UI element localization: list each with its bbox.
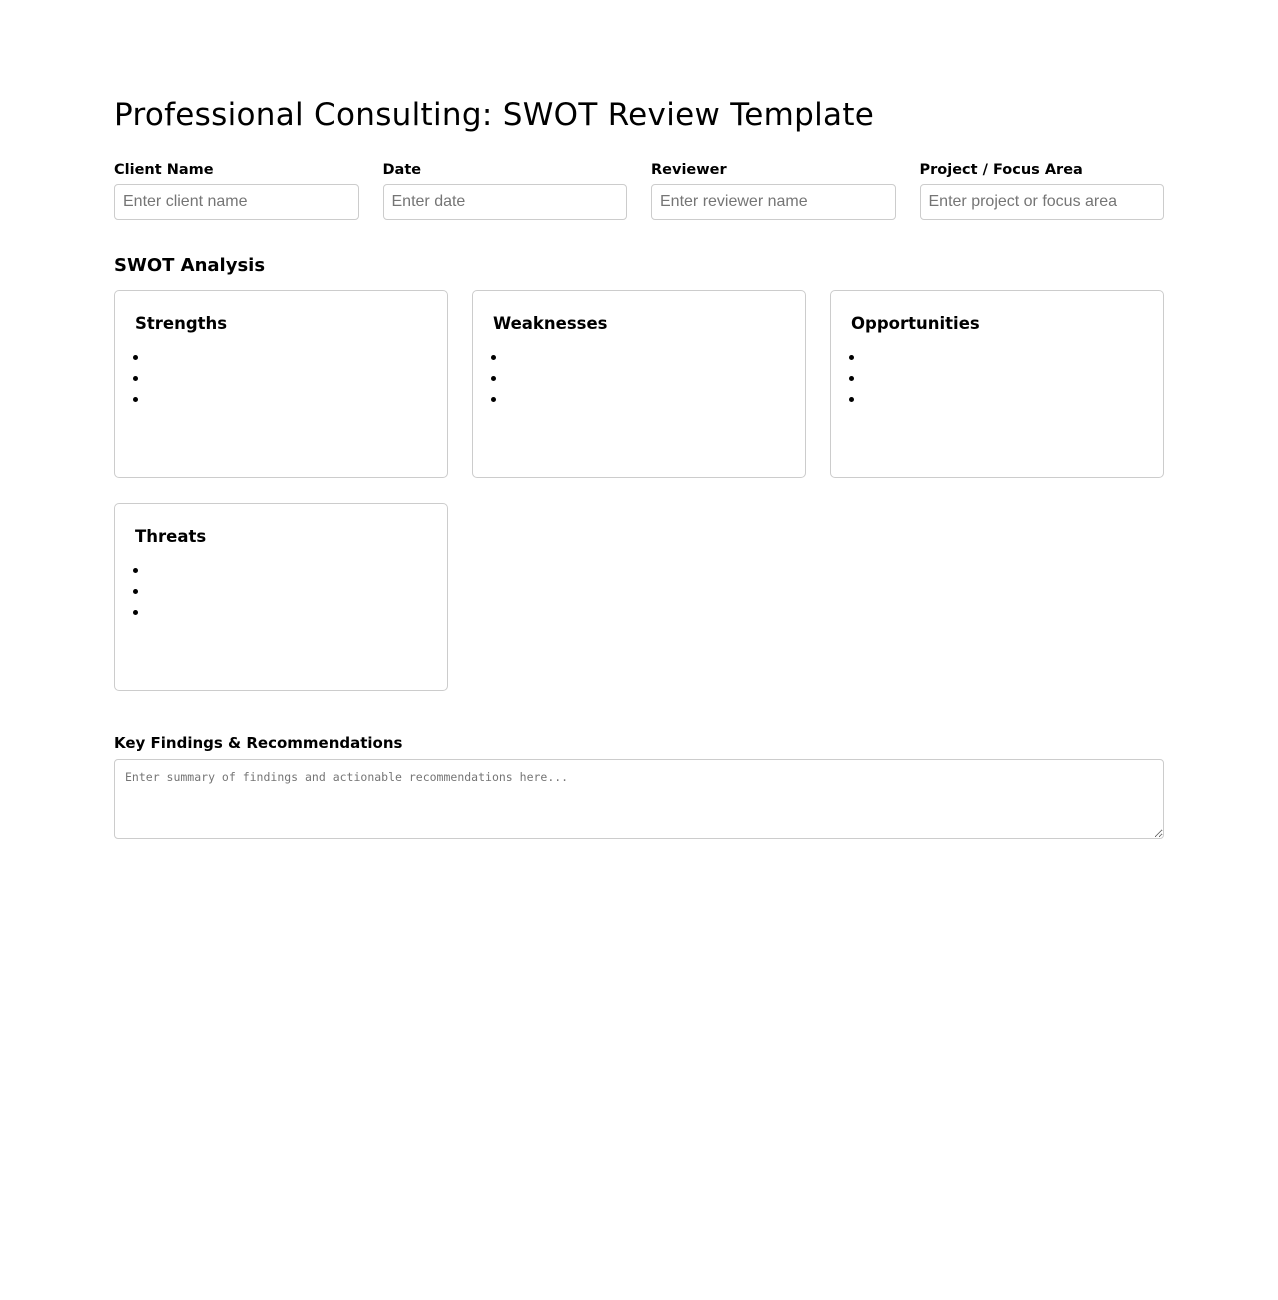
meta-fields: Client Name Date Reviewer Project / Focu… (114, 160, 1164, 220)
reviewer-field: Reviewer (651, 160, 896, 220)
client-name-label: Client Name (114, 162, 214, 178)
threats-card[interactable]: Threats (114, 503, 448, 691)
bullet-list[interactable] (135, 348, 427, 411)
list-item[interactable] (150, 603, 427, 624)
date-label: Date (382, 162, 422, 178)
list-item[interactable] (508, 348, 785, 369)
project-field: Project / Focus Area (919, 160, 1164, 220)
list-item[interactable] (150, 348, 427, 369)
list-item[interactable] (866, 390, 1143, 411)
date-field: Date (382, 160, 627, 220)
list-item[interactable] (150, 369, 427, 390)
opportunities-card[interactable]: Opportunities (830, 290, 1164, 478)
list-item[interactable] (508, 390, 785, 411)
bullet-list[interactable] (851, 348, 1143, 411)
client-name-input[interactable] (114, 184, 359, 220)
findings-textarea[interactable] (114, 759, 1164, 839)
list-item[interactable] (508, 369, 785, 390)
bullet-list[interactable] (493, 348, 785, 411)
client-name-field: Client Name (114, 160, 359, 220)
weaknesses-card[interactable]: Weaknesses (472, 290, 806, 478)
swot-heading: SWOT Analysis (114, 255, 266, 276)
project-label: Project / Focus Area (919, 162, 1083, 178)
list-item[interactable] (150, 561, 427, 582)
card-title: Opportunities (851, 314, 980, 333)
strengths-card[interactable]: Strengths (114, 290, 448, 478)
card-title: Strengths (135, 314, 228, 333)
bullet-list[interactable] (135, 561, 427, 624)
date-input[interactable] (382, 184, 627, 220)
findings-label: Key Findings & Recommendations (114, 734, 403, 752)
reviewer-input[interactable] (651, 184, 896, 220)
project-input[interactable] (919, 184, 1164, 220)
reviewer-label: Reviewer (651, 162, 727, 178)
list-item[interactable] (150, 582, 427, 603)
list-item[interactable] (866, 369, 1143, 390)
list-item[interactable] (150, 390, 427, 411)
page-title: Professional Consulting: SWOT Review Tem… (114, 97, 875, 133)
card-title: Weaknesses (493, 314, 608, 333)
swot-grid: Strengths Weaknesses Opportunities Threa… (114, 290, 1164, 691)
card-title: Threats (135, 527, 207, 546)
list-item[interactable] (866, 348, 1143, 369)
